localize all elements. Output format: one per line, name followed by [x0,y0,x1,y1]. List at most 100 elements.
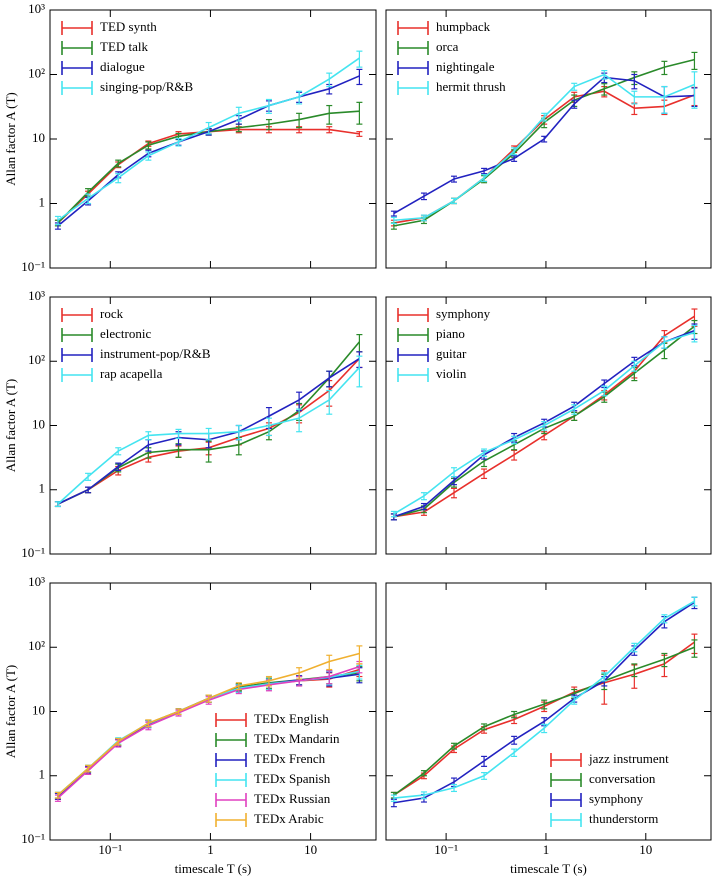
error-bar [235,682,242,691]
y-tick-label: 10³ [28,288,45,303]
error-bar [601,385,608,397]
x-axis-label: timescale T (s) [175,861,252,876]
y-tick-label: 10² [28,352,45,367]
error-bar [661,336,668,349]
error-bar [265,417,272,437]
y-tick-label: 10³ [28,574,45,589]
error-bar [145,151,152,161]
error-bar [661,652,668,668]
legend-label: humpback [436,19,491,34]
x-axis-label: timescale T (s) [510,861,587,876]
panel: symphony piano guitar violin [385,296,712,555]
legend-label: TEDx Russian [254,791,331,806]
legend-label: conversation [589,771,656,786]
legend-label: TEDx Spanish [254,771,331,786]
error-bar [54,215,61,226]
error-bar [356,131,363,137]
error-bar [54,791,61,799]
error-bar [541,723,548,734]
error-bar [115,159,122,168]
y-axis-label: Allan factor A (T) [3,379,18,473]
y-tick-label: 10⁻¹ [21,831,45,846]
error-bar [296,90,303,105]
y-tick-label: 10 [32,702,45,717]
error-bar [235,106,242,122]
error-bar [661,60,668,76]
plot-frame [49,9,377,269]
error-bar [115,173,122,184]
panel: 10⁻¹ 1 10 10² 10³ 10⁻¹ 1 10 Allan factor A (T) ti… [3,574,377,876]
legend-label: dialogue [100,59,145,74]
legend: jazz instrument conversation symphony thund… [550,751,669,827]
error-bar [265,98,272,114]
x-tick-label: 1 [207,842,214,857]
error-bar [481,771,488,780]
error-bar [541,699,548,710]
error-bar [691,639,698,658]
legend-label: orca [436,39,459,54]
error-bar [631,73,638,90]
legend-label: singing-pop/R&B [100,79,194,94]
legend: humpback orca nightingale hermit thrush [397,19,506,95]
error-bar [661,614,668,624]
error-bar [691,71,698,109]
error-bar [631,360,638,372]
y-axis-label: Allan factor A (T) [3,665,18,759]
error-bar [481,167,488,175]
error-bar [356,68,363,86]
legend: rock electronic instrument-pop/R&B rap acap… [61,306,211,382]
plot-frame [385,296,712,555]
error-bar [541,135,548,143]
legend-label: hermit thrush [436,79,506,94]
error-bar [326,654,333,671]
error-bar [356,645,363,665]
legend-label: TEDx Mandarin [254,731,340,746]
legend-label: jazz instrument [588,751,669,766]
error-bar [481,468,488,480]
error-bar [420,770,427,777]
series-line [57,128,360,224]
error-bar [420,492,427,501]
error-bar [481,174,488,183]
error-bar [511,449,518,461]
error-bar [296,112,303,129]
legend-label: TEDx English [254,711,329,726]
y-tick-label: 10⁻¹ [21,259,45,274]
plot-frame [49,296,377,555]
x-tick-label: 10⁻¹ [434,842,458,857]
error-bar [390,216,397,225]
legend-label: rock [100,306,124,321]
error-bar [54,501,61,508]
series-line [57,75,360,227]
error-bar [511,710,518,719]
y-tick-label: 10 [32,416,45,431]
y-tick-label: 10² [28,65,45,80]
series-line [393,73,695,222]
error-bar [175,428,182,439]
error-bar [511,435,518,445]
error-bar [451,783,458,793]
legend-label: piano [436,326,465,341]
error-bar [85,486,92,494]
error-bar [85,193,92,205]
x-tick-label: 1 [543,842,550,857]
legend-label: symphony [589,791,644,806]
error-bar [265,118,272,131]
legend: symphony piano guitar violin [397,306,491,382]
error-bar [451,742,458,750]
y-tick-label: 10⁻¹ [21,545,45,560]
error-bar [451,197,458,205]
legend-label: TEDx Arabic [254,811,324,826]
legend-label: thunderstorm [589,811,658,826]
error-bar [326,104,333,125]
error-bar [390,210,397,217]
plot-frame [385,9,712,269]
error-bar [326,389,333,415]
error-bar [571,404,578,415]
error-bar [511,748,518,758]
error-bar [481,755,488,767]
legend-label: nightingale [436,59,495,74]
y-tick-label: 1 [39,767,46,782]
error-bar [511,735,518,745]
